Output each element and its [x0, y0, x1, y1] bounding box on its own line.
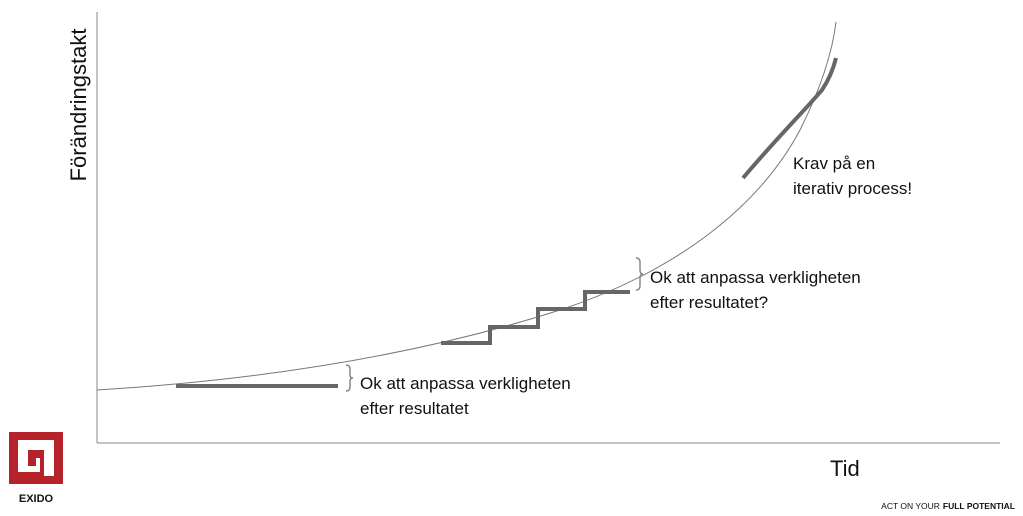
- tagline-regular: ACT ON YOUR: [881, 501, 940, 511]
- tagline: ACT ON YOUR FULL POTENTIAL: [881, 501, 1015, 511]
- logo-glyph: [18, 440, 54, 476]
- annotation: efter resultatet: [360, 399, 469, 418]
- x-axis-label: Tid: [830, 456, 860, 481]
- annotation: iterativ process!: [793, 179, 912, 198]
- logo: EXIDO: [9, 432, 63, 505]
- tagline-bold: FULL POTENTIAL: [943, 501, 1015, 511]
- annotation: Ok att anpassa verkligheten: [360, 374, 571, 393]
- y-axis-label: Förändringstakt: [66, 29, 91, 182]
- annotation: Krav på en: [793, 154, 875, 173]
- iterative-segment: [741, 57, 838, 180]
- brace: [635, 257, 644, 291]
- annotation: Ok att anpassa verkligheten: [650, 268, 861, 287]
- brace: [345, 364, 354, 392]
- annotation: efter resultatet?: [650, 293, 768, 312]
- logo-text: EXIDO: [19, 493, 54, 505]
- step-segment: [441, 290, 630, 345]
- change-curve: [96, 21, 837, 391]
